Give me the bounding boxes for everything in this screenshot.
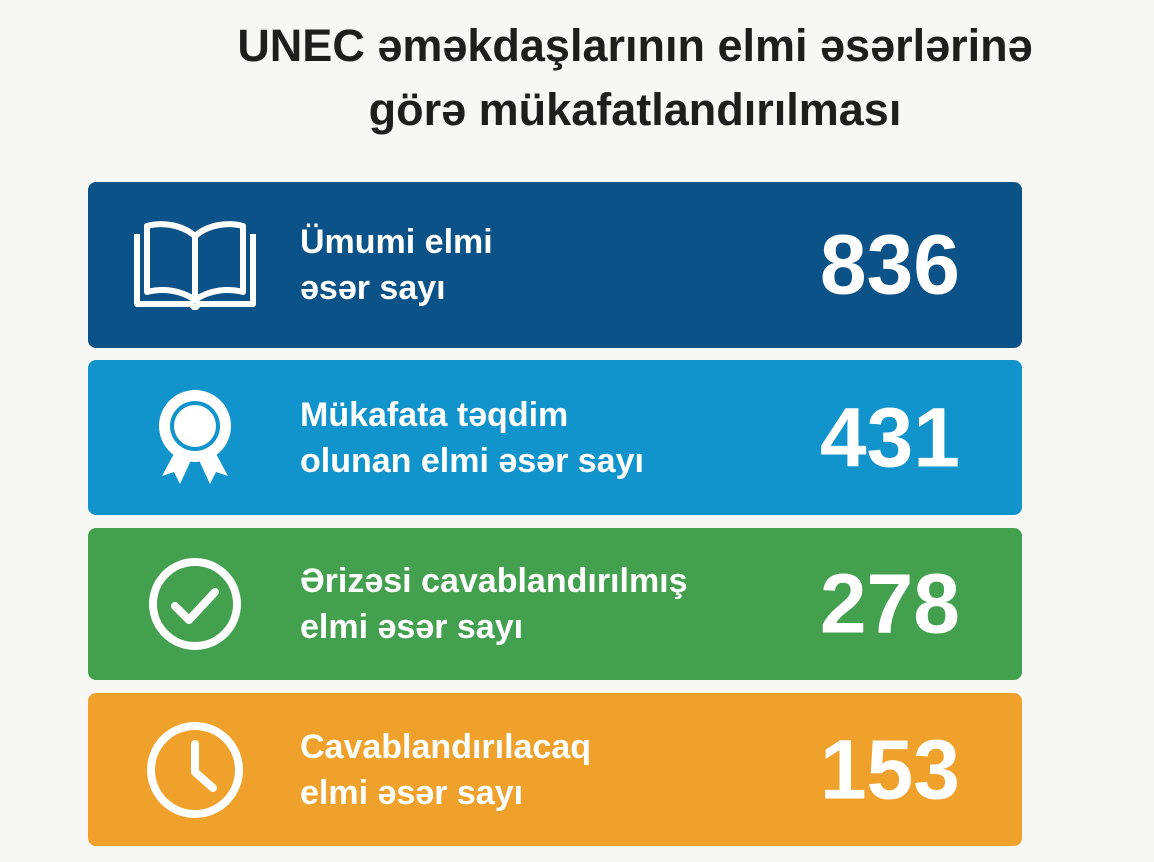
card-submitted-works: Mükafata təqdim olunan elmi əsər sayı 431	[88, 360, 1022, 515]
card-total-works: Ümumi elmi əsər sayı 836	[88, 182, 1022, 348]
page-title: UNEC əməkdaşlarının elmi əsərlərinə görə…	[120, 14, 1150, 142]
open-book-icon	[132, 210, 258, 320]
card-value: 153	[819, 722, 960, 816]
card-label: Ümumi elmi əsər sayı	[300, 223, 493, 307]
card-label: Cavablandırılacaq elmi əsər sayı	[300, 727, 592, 812]
clock-icon	[132, 715, 258, 825]
card-answered-works: Ərizəsi cavablandırılmış elmi əsər sayı 2…	[88, 528, 1022, 680]
card-value: 431	[819, 390, 960, 484]
card-label: Ərizəsi cavablandırılmış elmi əsər sayı	[300, 562, 688, 646]
card-label: Mükafata təqdim olunan elmi əsər sayı	[300, 395, 644, 480]
card-pending-works: Cavablandırılacaq elmi əsər sayı 153	[88, 693, 1022, 846]
award-ribbon-icon	[132, 383, 258, 493]
title-line-1: UNEC əməkdaşlarının elmi əsərlərinə	[237, 20, 1033, 71]
card-value: 278	[819, 556, 960, 651]
card-value: 836	[819, 217, 960, 312]
title-line-2: görə mükafatlandırılması	[368, 84, 902, 135]
check-circle-icon	[132, 549, 258, 659]
